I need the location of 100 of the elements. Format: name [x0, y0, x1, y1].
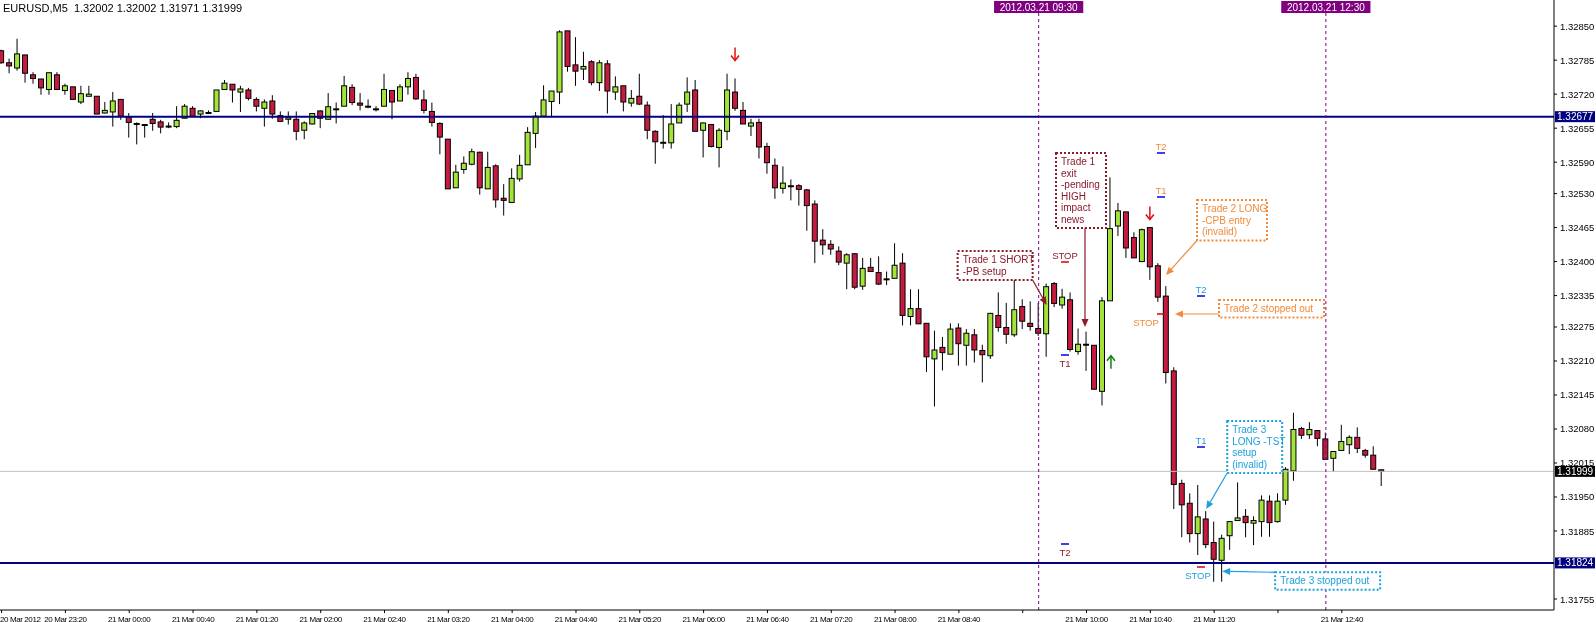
candlestick: [404, 71, 411, 96]
candlestick: [341, 75, 348, 107]
candlestick: [779, 165, 786, 195]
candlestick: [1194, 484, 1201, 556]
y-tick-label: 1.32465: [1560, 222, 1595, 234]
y-tick-label: 1.32335: [1560, 290, 1595, 302]
candlestick: [420, 89, 427, 115]
candlestick: [1370, 445, 1377, 470]
annotation: T2: [1195, 284, 1207, 295]
annotation: T2: [1155, 141, 1167, 152]
candlestick: [349, 83, 356, 106]
candlestick: [14, 38, 21, 72]
ref-line-label: 1.32677: [1557, 111, 1594, 123]
ref-line-label: 2012.03.21 09:30: [999, 1, 1079, 13]
candlestick: [1027, 300, 1034, 332]
candlestick: [1075, 328, 1082, 356]
y-tick-label: 1.32720: [1560, 88, 1595, 100]
x-tick-label: 21 Mar 05:20: [618, 615, 662, 622]
candlestick: [1218, 534, 1225, 583]
candlestick: [1035, 302, 1042, 337]
annotation: T1: [1059, 358, 1071, 369]
candlestick: [819, 228, 826, 256]
candlestick: [636, 73, 643, 106]
candlestick: [1059, 288, 1066, 310]
candlestick: [412, 73, 419, 101]
candlestick: [77, 85, 84, 105]
x-tick-label: 21 Mar 11:20: [1193, 615, 1236, 622]
candlestick: [668, 103, 675, 150]
candlestick: [652, 129, 659, 165]
annotation: Trade 1 exit -pending HIGH impact news: [1061, 156, 1100, 225]
candlestick: [803, 188, 810, 232]
ref-line-label: 1.31824: [1557, 557, 1594, 569]
y-tick-label: 1.32145: [1560, 389, 1595, 401]
x-tick-label: 21 Mar 08:40: [937, 615, 981, 622]
y-tick-label: 1.32080: [1560, 423, 1595, 435]
x-tick-label: 21 Mar 02:00: [299, 615, 343, 622]
candlestick: [85, 85, 92, 97]
candlestick: [787, 178, 794, 201]
y-tick-label: 1.31755: [1560, 593, 1595, 605]
ref-line-label: 2012.03.21 12:30: [1286, 1, 1366, 13]
candlestick: [61, 83, 68, 96]
y-tick-label: 1.32655: [1560, 122, 1595, 134]
candlestick: [117, 98, 124, 121]
y-tick-label: 1.32210: [1560, 355, 1595, 367]
candlestick: [436, 121, 443, 155]
candlestick: [484, 151, 491, 190]
candlestick: [708, 124, 715, 149]
candlestick: [30, 71, 37, 85]
candlestick: [373, 105, 380, 112]
y-tick-label: 1.32400: [1560, 256, 1595, 268]
candlestick: [500, 183, 507, 217]
candlestick: [452, 164, 459, 189]
x-tick-label: 20 Mar 23:20: [44, 615, 88, 622]
candlestick: [795, 183, 802, 207]
candlestick: [133, 121, 140, 145]
annotation: T2: [1059, 547, 1071, 558]
ref-line-label: 1.31999: [1557, 465, 1594, 477]
candlestick: [1114, 202, 1121, 237]
candlestick: [1354, 426, 1361, 454]
candlestick: [763, 142, 770, 175]
candlestick: [747, 118, 754, 137]
x-tick-label: 21 Mar 01:20: [235, 615, 279, 622]
y-tick-label: 1.32275: [1560, 321, 1595, 333]
x-tick-label: 21 Mar 08:00: [873, 615, 918, 622]
x-tick-label: 21 Mar 04:00: [490, 615, 535, 622]
candlestick: [771, 158, 778, 200]
candlestick: [660, 114, 667, 150]
x-tick-label: 21 Mar 12:40: [1320, 615, 1364, 622]
chart-title: EURUSD,M5 1.32002 1.32002 1.31971 1.31999: [3, 2, 243, 14]
candlestick: [700, 121, 707, 158]
x-tick-label: 21 Mar 10:00: [1065, 615, 1109, 622]
candlestick: [1178, 479, 1185, 538]
candlestick: [732, 77, 739, 112]
candlestick: [716, 127, 723, 168]
annotation: Trade 3 stopped out: [1280, 575, 1370, 587]
candlestick: [1019, 298, 1026, 330]
candlestick: [1130, 231, 1137, 259]
candlestick: [1083, 331, 1090, 372]
annotation: Trade 2 LONG -CPB entry (invalid): [1202, 203, 1268, 237]
annotation: T1: [1155, 185, 1167, 196]
x-tick-label: 21 Mar 10:40: [1129, 615, 1173, 622]
candlestick: [995, 291, 1002, 333]
candlestick: [389, 90, 395, 120]
candlestick: [835, 245, 842, 266]
candlestick: [1338, 424, 1345, 451]
annotation: STOP: [1052, 250, 1078, 261]
candlestick: [843, 252, 850, 290]
x-tick-label: 21 Mar 07:20: [810, 615, 854, 622]
x-tick-label: 21 Mar 06:40: [746, 615, 790, 622]
x-tick-label: 21 Mar 04:40: [554, 615, 599, 622]
candlestick: [109, 91, 116, 128]
y-tick-label: 1.32785: [1560, 54, 1595, 66]
y-tick-label: 1.31950: [1560, 491, 1595, 503]
candlestick: [22, 54, 29, 84]
candlestick: [1051, 281, 1058, 308]
candlestick: [365, 98, 372, 109]
x-tick-label: 21 Mar 06:00: [682, 615, 726, 622]
y-tick-label: 1.32590: [1560, 156, 1595, 168]
candlestick: [6, 58, 13, 74]
candlestick: [45, 72, 52, 96]
